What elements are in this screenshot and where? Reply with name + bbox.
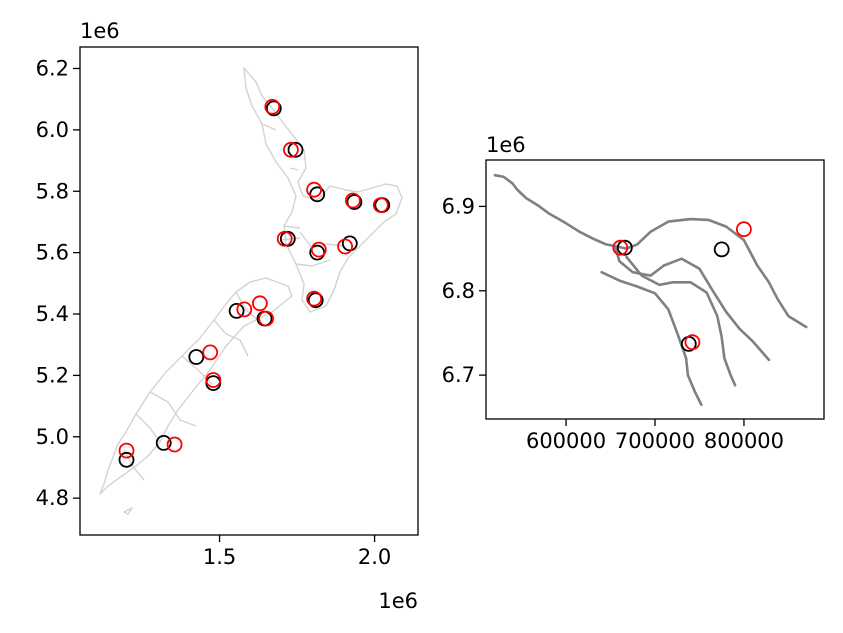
- nz-x-tick-label: 1.5: [203, 545, 236, 569]
- nz-y-tick-label: 4.8: [36, 486, 69, 510]
- nz-y-tick-label: 6.0: [36, 118, 69, 142]
- nz-y-tick-label: 5.2: [36, 363, 69, 387]
- nz-data-point: [166, 436, 183, 453]
- nz-x-offset-label: 1e6: [378, 589, 418, 613]
- nz-x-tick-label: 2.0: [358, 545, 391, 569]
- river-x-tick-label: 800000: [704, 429, 784, 453]
- nz-data-point: [236, 301, 253, 318]
- nz-data-point: [372, 197, 389, 214]
- nz-y-tick-label: 5.8: [36, 179, 69, 203]
- nz-y-tick-label: 5.4: [36, 302, 69, 326]
- nz-data-point: [307, 292, 324, 309]
- nz-data-point: [306, 290, 323, 307]
- nz-data-point: [155, 434, 172, 451]
- nz-data-point: [346, 194, 363, 210]
- river-x-tick-label: 700000: [615, 429, 695, 453]
- nz-data-point: [188, 349, 205, 365]
- river-data-point: [684, 334, 701, 351]
- river-y-tick-label: 6.8: [442, 279, 475, 303]
- nz-data-point: [337, 238, 354, 255]
- nz-y-tick-label: 5.0: [36, 425, 69, 449]
- river-line: [600, 270, 703, 406]
- nz-data-point: [306, 181, 323, 198]
- river-data-point: [713, 241, 730, 258]
- nz-data-point: [287, 141, 304, 158]
- nz-x-ticks: 1.5 2.0: [203, 535, 391, 569]
- nz-data-point: [344, 192, 361, 209]
- nz-data-point: [264, 98, 281, 115]
- nz-data-point: [265, 100, 282, 117]
- nz-map-axes: 4.8 5.0 5.2 5.4 5.6 5.8 6.0 6.2 1.5 2.0 1e6 1e6: [36, 19, 419, 613]
- river-data-point: [736, 221, 752, 238]
- river-scatter-points: [612, 221, 752, 352]
- nz-data-point: [202, 344, 219, 361]
- nz-data-point: [282, 141, 299, 158]
- river-y-tick-label: 6.7: [442, 363, 475, 387]
- nz-y-ticks: 4.8 5.0 5.2 5.4 5.6 5.8 6.0 6.2: [36, 56, 80, 510]
- nz-y-tick-label: 5.6: [36, 241, 69, 265]
- river-data-point: [612, 239, 629, 256]
- river-y-ticks: 6.7 6.8 6.9: [442, 194, 486, 387]
- nz-data-point: [118, 442, 135, 459]
- nz-data-point: [205, 372, 222, 388]
- river-y-tick-label: 6.9: [442, 194, 475, 218]
- nz-data-point: [228, 302, 245, 319]
- river-x-tick-label: 600000: [526, 429, 606, 453]
- nz-y-offset-label: 1e6: [80, 19, 120, 43]
- nz-scatter-points: [118, 98, 391, 468]
- river-axes: 6.7 6.8 6.9 600000 700000 800000 1e6: [442, 133, 825, 453]
- river-y-offset-label: 1e6: [486, 133, 526, 157]
- nz-data-point: [251, 295, 268, 312]
- nz-data-point: [310, 241, 327, 258]
- nz-data-point: [258, 310, 275, 327]
- nz-data-point: [309, 186, 326, 203]
- nz-data-point: [276, 230, 293, 247]
- nz-y-tick-label: 6.2: [36, 56, 69, 80]
- river-data-point: [616, 239, 633, 256]
- nz-data-point: [118, 451, 135, 468]
- nz-coastline-outline: [99, 67, 403, 515]
- nz-axes-frame: [79, 46, 419, 536]
- river-line: [625, 255, 737, 387]
- river-x-ticks: 600000 700000 800000: [526, 419, 784, 453]
- river-line: [613, 244, 771, 362]
